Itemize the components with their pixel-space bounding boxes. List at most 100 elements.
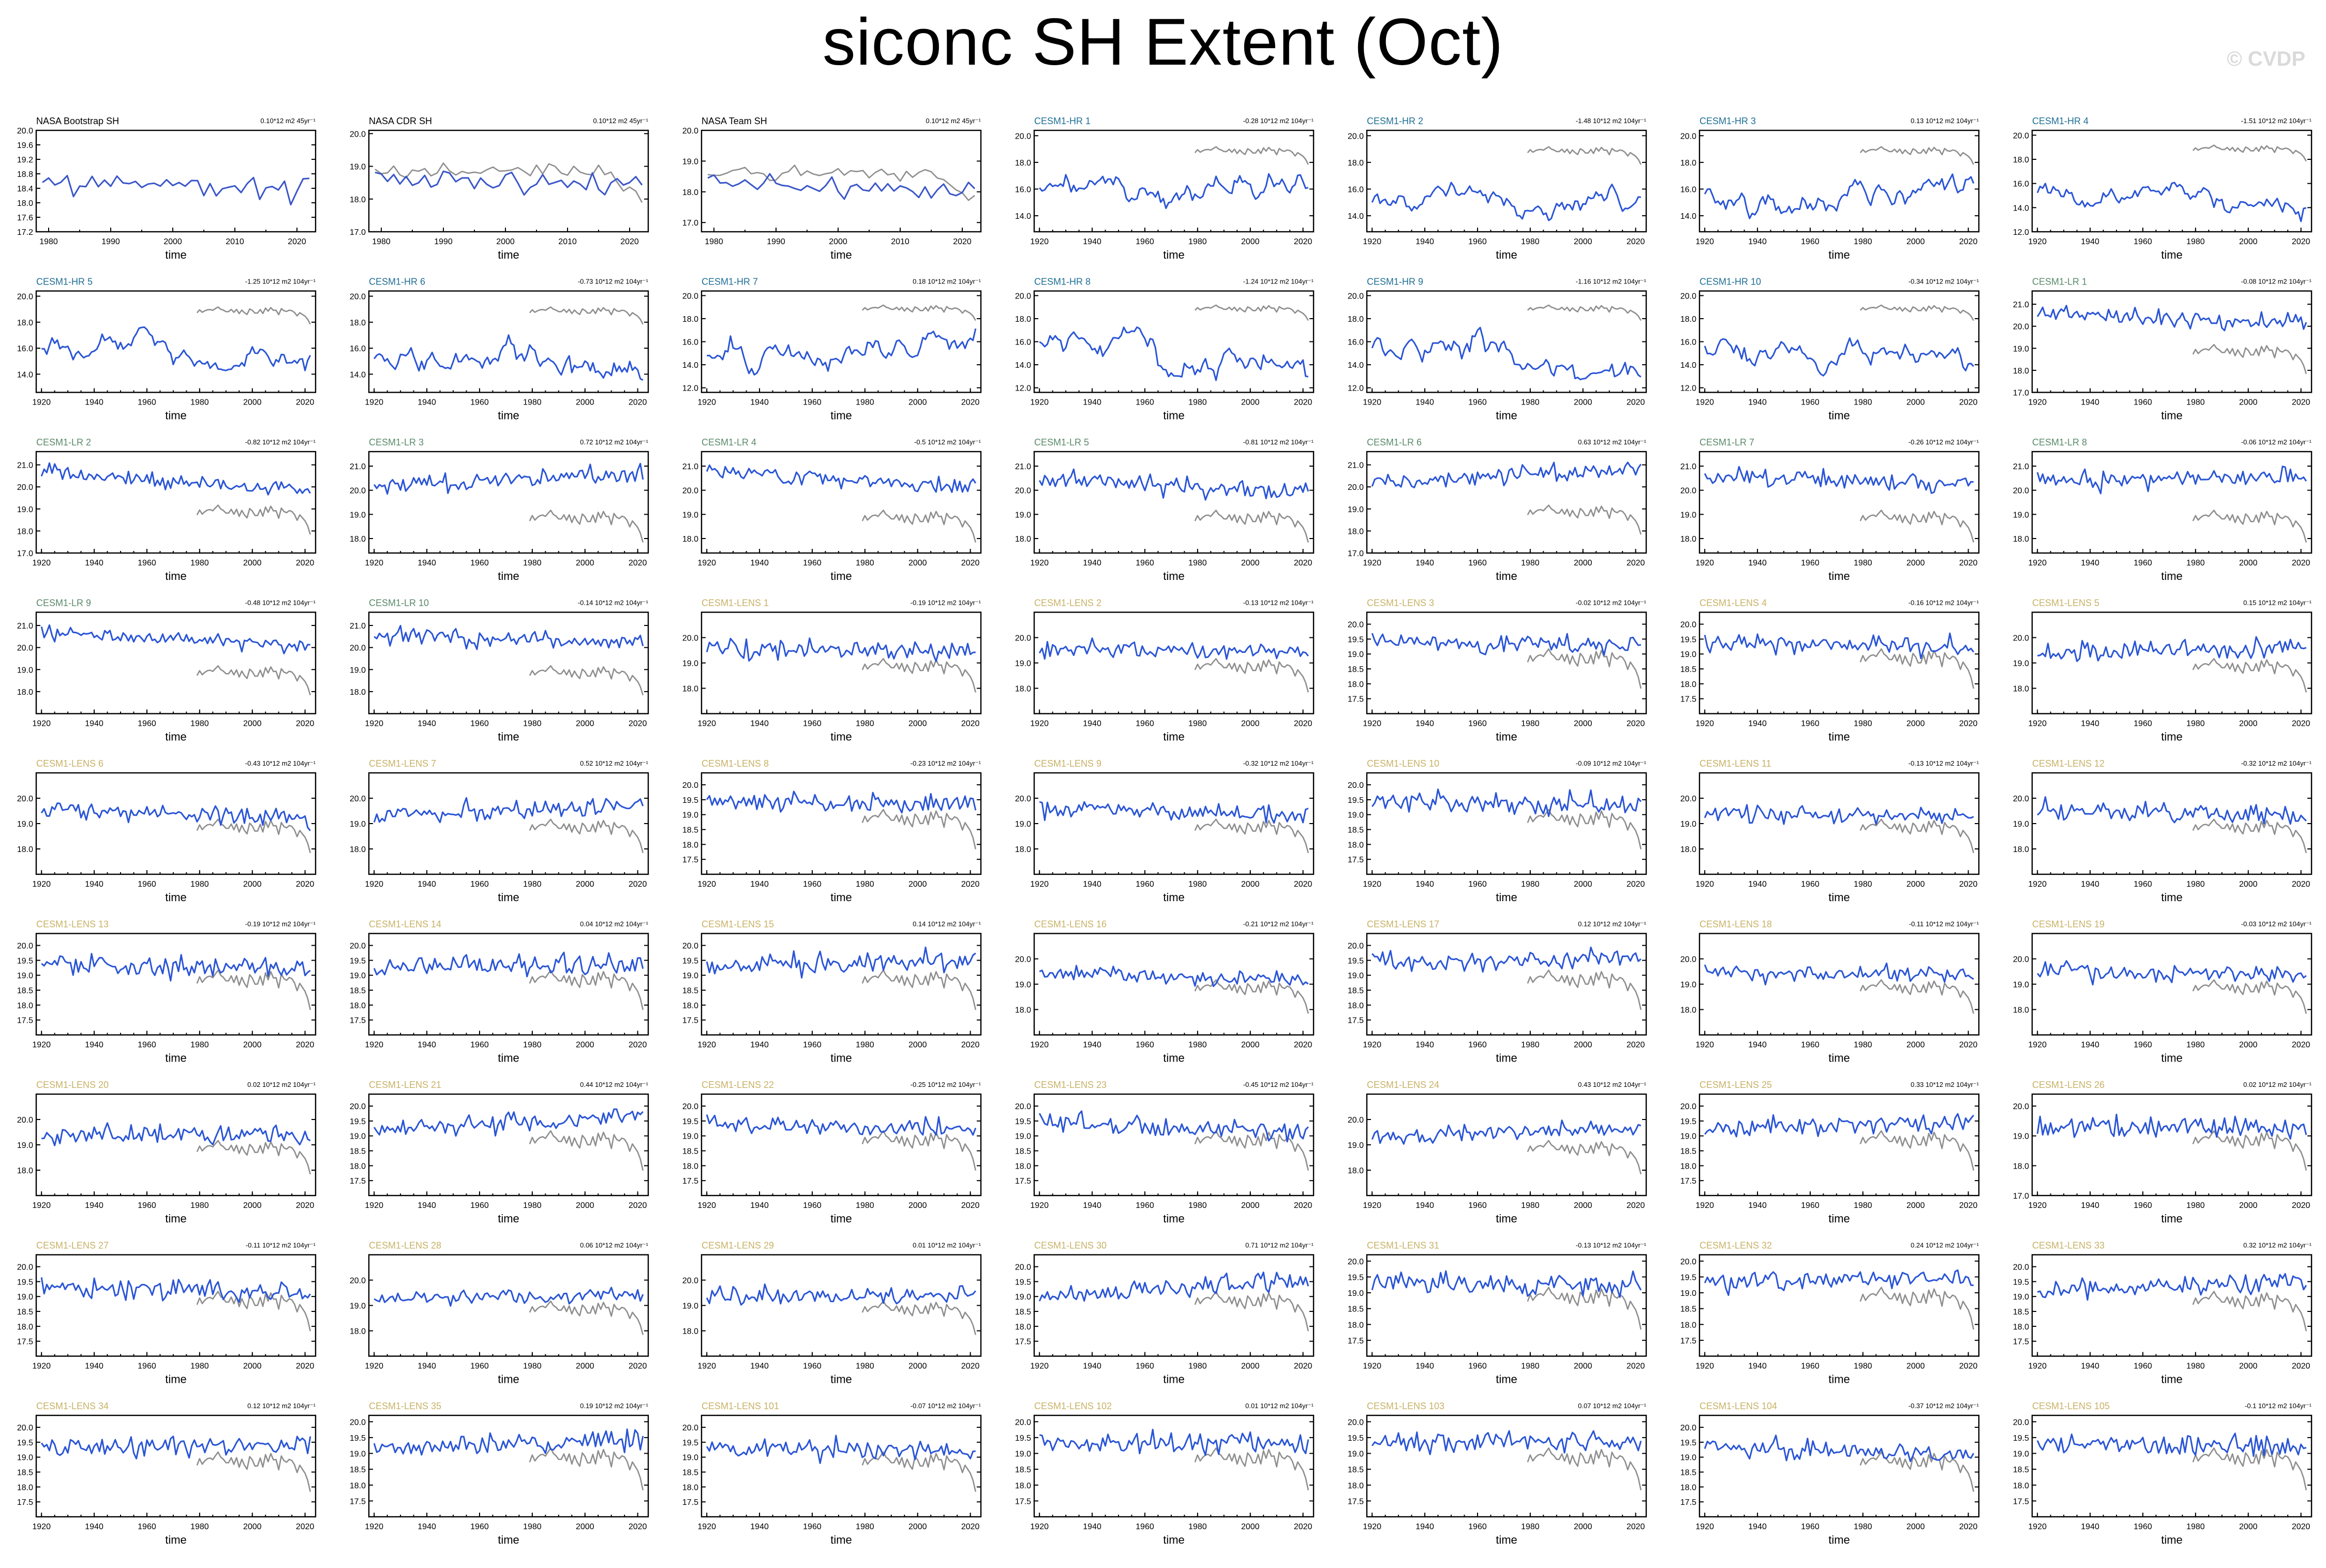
x-tick-label: 1980 [856, 1201, 874, 1210]
x-tick-label: 1960 [1468, 1362, 1487, 1371]
x-tick-label: 2000 [2239, 1362, 2258, 1371]
y-tick-label: 20.0 [17, 483, 33, 492]
panel-title: CESM1-HR 9 [1367, 277, 1423, 287]
x-axis-label: time [1496, 1533, 1517, 1546]
observed-overlay-line [2192, 344, 2307, 375]
series-line [1038, 637, 1309, 660]
x-axis-label: time [1163, 1373, 1185, 1386]
plot-frame [2031, 933, 2313, 1036]
x-axis-label: time [1163, 891, 1185, 904]
observed-overlay-line [529, 665, 644, 696]
x-axis-label: time [1496, 1212, 1517, 1225]
x-tick-label: 1920 [32, 1362, 51, 1371]
y-tick-label: 20.0 [350, 795, 366, 803]
x-tick-label: 1940 [85, 1362, 103, 1371]
y-tick-label: 19.0 [2013, 820, 2029, 829]
y-tick-label: 20.0 [1015, 795, 1031, 803]
x-tick-label: 2020 [2292, 1522, 2310, 1531]
x-tick-label: 1960 [138, 1041, 156, 1050]
y-tick-label: 18.0 [17, 1002, 33, 1010]
x-tick-label: 1960 [1468, 720, 1487, 728]
x-tick-label: 1980 [1188, 720, 1207, 728]
x-tick-label: 1960 [470, 1522, 489, 1531]
x-axis-label: time [830, 730, 852, 743]
y-tick-label: 16.0 [1015, 185, 1031, 194]
x-tick-label: 2020 [961, 1201, 980, 1210]
x-tick-label: 2020 [1627, 880, 1645, 889]
y-tick-label: 19.0 [350, 972, 366, 980]
x-tick-label: 1980 [523, 880, 542, 889]
trend-label: -0.48 10*12 m2 104yr⁻¹ [245, 599, 316, 607]
y-tick-label: 14.0 [1680, 361, 1696, 370]
series-line [40, 1436, 311, 1460]
y-tick-label: 20.0 [350, 1418, 366, 1427]
x-tick-label: 1920 [2028, 559, 2047, 568]
x-tick-label: 1940 [418, 1201, 436, 1210]
observed-overlay-line [196, 1291, 311, 1332]
panel-47: 1920 1940 1960 1980 2000 2020 18.0 19.0 20.0 time… [1348, 1080, 1647, 1225]
panel-title: CESM1-HR 5 [36, 277, 93, 287]
y-tick-label: 17.5 [350, 1497, 366, 1506]
series-line [40, 1277, 311, 1303]
x-tick-label: 2000 [163, 237, 182, 246]
y-tick-label: 20.0 [2013, 1418, 2029, 1427]
x-tick-label: 1940 [1083, 880, 1101, 889]
observed-overlay-line [861, 510, 977, 543]
y-tick-label: 20.0 [682, 634, 698, 643]
x-tick-label: 1960 [1801, 1522, 1820, 1531]
x-tick-label: 1940 [1748, 1522, 1767, 1531]
x-tick-label: 1920 [2028, 1522, 2047, 1531]
panel-26: 1920 1940 1960 1980 2000 2020 17.5 18.0 18.5 19.0… [1348, 598, 1647, 743]
y-tick-label: 19.0 [1348, 811, 1364, 820]
observed-overlay-line [1194, 658, 1309, 693]
series-line [1704, 1435, 1975, 1462]
y-tick-label: 20.0 [1015, 1102, 1031, 1111]
x-tick-label: 1920 [365, 880, 383, 889]
x-tick-label: 1940 [418, 559, 436, 568]
y-tick-label: 19.0 [682, 811, 698, 820]
x-tick-label: 2000 [576, 398, 594, 407]
panel-57: 1920 1940 1960 1980 2000 2020 17.5 18.0 18.5 19.0… [17, 1401, 317, 1546]
observed-overlay-line [1527, 1447, 1642, 1490]
plot-frame [1033, 933, 1315, 1036]
x-tick-label: 1920 [2028, 1362, 2047, 1371]
y-tick-label: 14.0 [1015, 212, 1031, 221]
trend-label: 0.01 10*12 m2 104yr⁻¹ [1245, 1402, 1314, 1410]
y-tick-label: 18.0 [682, 1327, 698, 1336]
x-tick-label: 1940 [418, 1041, 436, 1050]
y-tick-label: 20.0 [1680, 487, 1696, 496]
y-tick-label: 19.0 [682, 511, 698, 519]
y-tick-label: 17.0 [2013, 389, 2029, 398]
x-tick-label: 1960 [138, 1201, 156, 1210]
panel-title: CESM1-LENS 27 [36, 1241, 109, 1251]
y-tick-label: 20.0 [2013, 131, 2029, 140]
x-tick-label: 2020 [1294, 559, 1313, 568]
y-tick-label: 16.0 [1348, 338, 1364, 347]
x-axis-label: time [165, 730, 187, 743]
y-tick-label: 12.0 [2013, 228, 2029, 237]
panel-14: 1920 1940 1960 1980 2000 2020 17.0 18.0 19.0 20.0… [2013, 277, 2313, 422]
y-tick-label: 18.0 [682, 685, 698, 694]
y-tick-label: 18.0 [1348, 1167, 1364, 1175]
x-tick-label: 1920 [32, 398, 51, 407]
panel-title: CESM1-LENS 12 [2032, 758, 2105, 769]
x-tick-label: 1980 [856, 559, 874, 568]
x-tick-label: 1980 [190, 1201, 209, 1210]
observed-overlay-line [1859, 979, 1975, 1014]
series-line [41, 326, 311, 371]
y-tick-label: 19.0 [17, 1454, 33, 1462]
y-tick-label: 18.0 [17, 199, 33, 208]
x-tick-label: 1980 [2186, 1041, 2205, 1050]
plot-frame [2031, 1093, 2313, 1197]
x-tick-label: 1980 [705, 237, 723, 246]
y-tick-label: 19.0 [17, 1141, 33, 1150]
observed-overlay-line [1527, 1140, 1642, 1175]
panel-6: 1920 1940 1960 1980 2000 2020 14.0 16.0 18.0 20.0… [1680, 116, 1980, 261]
observed-overlay-line [2192, 818, 2307, 854]
series-line [706, 946, 976, 979]
y-tick-label: 16.0 [682, 338, 698, 347]
y-tick-label: 19.5 [1348, 1434, 1364, 1443]
panel-59: 1920 1940 1960 1980 2000 2020 17.5 18.0 18.5 19.0… [682, 1401, 982, 1546]
series-line [706, 637, 976, 662]
trend-label: -0.43 10*12 m2 104yr⁻¹ [245, 759, 316, 767]
